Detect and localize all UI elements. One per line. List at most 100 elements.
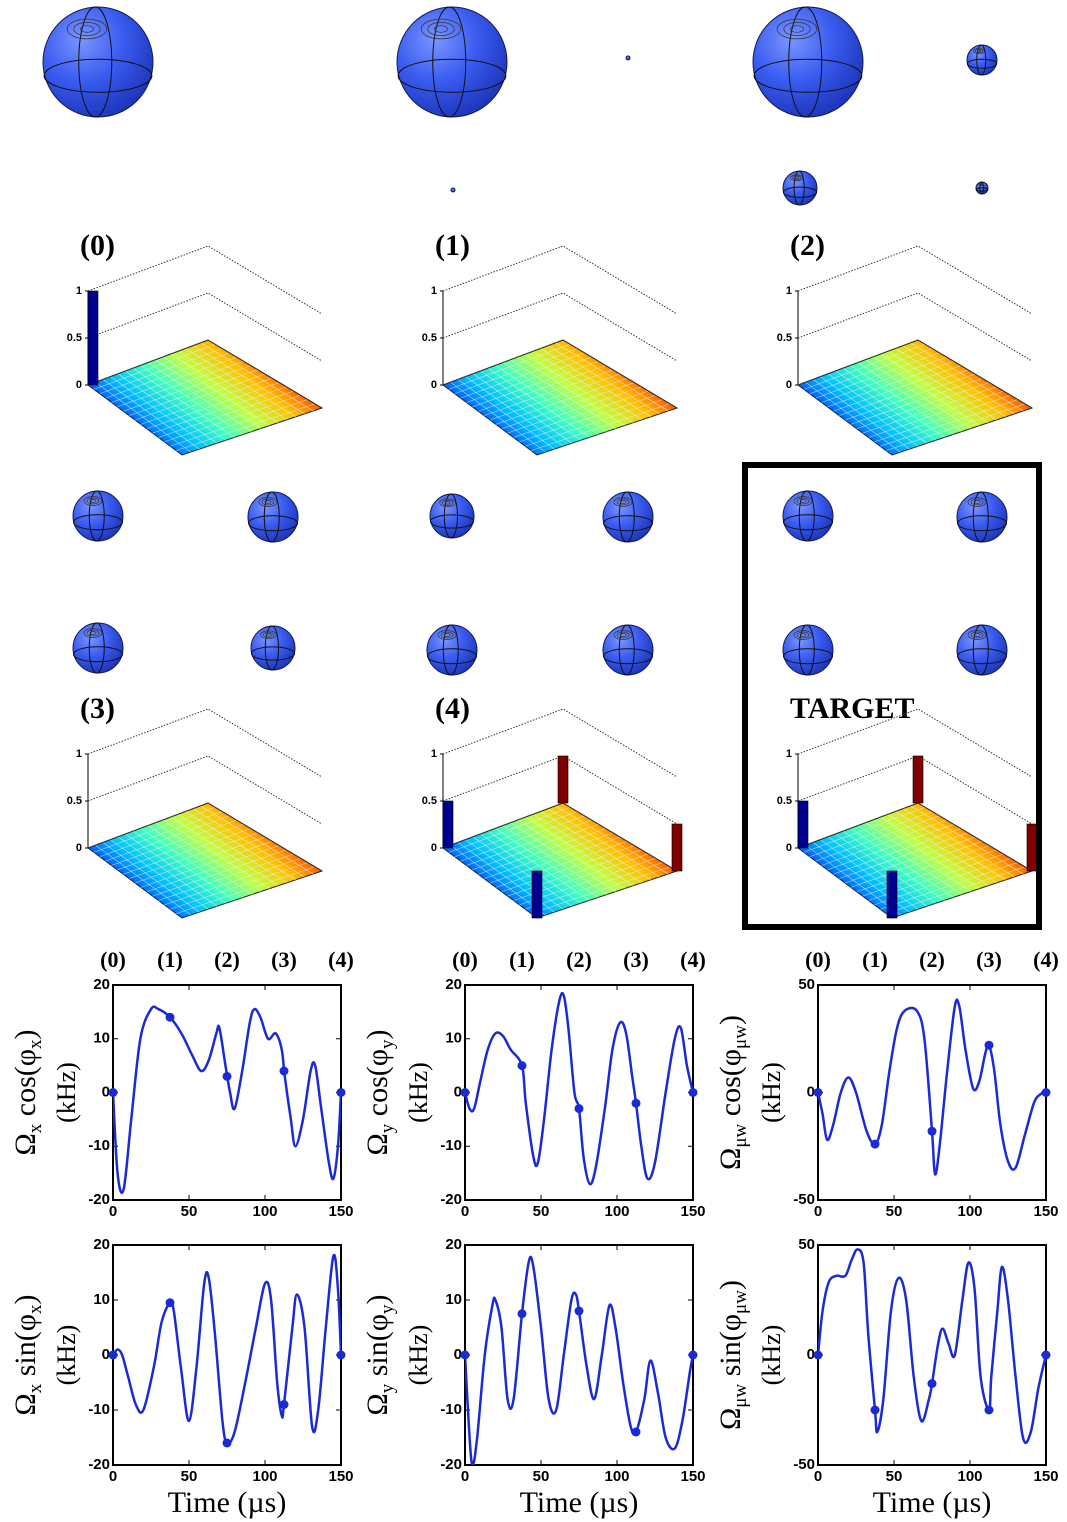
sphere-meridian (263, 491, 280, 543)
y-tick-label: 20 (445, 976, 462, 993)
y-label-part: sin( (361, 1331, 394, 1384)
marker (336, 1088, 346, 1097)
floor-grid (555, 805, 669, 875)
marker (165, 1012, 175, 1022)
floor-grid (510, 359, 616, 429)
sphere-meridian (78, 6, 113, 118)
sphere (602, 624, 654, 676)
marker (517, 1061, 527, 1071)
corner-bar (1026, 823, 1038, 872)
x-tick-label: 100 (604, 1203, 629, 1220)
sphere-body (426, 624, 478, 676)
sphere-body (782, 624, 834, 676)
marker (870, 1405, 880, 1415)
floor-grid (862, 386, 997, 434)
y-label-part: Ω (9, 1133, 42, 1155)
floor-grid (844, 836, 976, 884)
sphere-body (956, 624, 1008, 676)
sphere-equator (603, 648, 653, 665)
floor-grid (495, 840, 628, 888)
y-label-part: Ω (714, 1148, 747, 1170)
floor-grid (192, 345, 305, 415)
marker (279, 1066, 289, 1076)
sphere-meridian (618, 491, 635, 543)
sphere (250, 625, 296, 671)
y-tick-label: -50 (793, 1456, 815, 1473)
sphere-contour (89, 631, 97, 635)
x-tick-label: 0 (814, 1468, 822, 1485)
sphere-meridian (793, 170, 805, 206)
y-tick-label: 0 (454, 1083, 462, 1100)
sphere-contour (783, 22, 811, 36)
sphere (42, 6, 154, 118)
y-label-part: ) (361, 1029, 394, 1039)
marker (1041, 1088, 1051, 1097)
grid-line (797, 755, 1033, 825)
sphere-contour (66, 18, 108, 40)
y-label-part: cos( (9, 1066, 42, 1123)
floor-grid (162, 819, 270, 889)
sphere-meridian (972, 491, 989, 543)
sphere (450, 187, 456, 193)
marker (279, 1400, 289, 1409)
z-tick-label: 0.5 (67, 795, 82, 807)
stage-label: (3) (976, 947, 1002, 972)
sphere-contour (796, 631, 810, 639)
sphere-contour (973, 500, 981, 504)
sphere (72, 622, 124, 674)
sphere-meridian (443, 493, 458, 539)
z-tick-label: 1 (431, 748, 437, 760)
stage-label: (2) (566, 947, 592, 972)
floor-grid (531, 866, 670, 914)
y-label-subscript: μw (730, 1290, 751, 1314)
floor-grid (510, 822, 616, 892)
y-unit: (kHz) (404, 1062, 433, 1123)
sphere-contour (613, 630, 633, 640)
y-label-subscript: μw (730, 1384, 751, 1408)
grid-line (797, 708, 1033, 778)
grid-line (87, 245, 323, 315)
floor-grid (525, 353, 634, 423)
y-tick-label: 50 (798, 1236, 815, 1253)
sphere (396, 6, 508, 118)
floor-grid (513, 390, 649, 438)
floor-grid (170, 862, 308, 910)
sphere (975, 181, 989, 195)
floor-grid (525, 862, 663, 910)
line (113, 1253, 341, 1445)
sphere-body (782, 490, 834, 542)
floor-grid (517, 356, 625, 426)
y-label-subscript: x (25, 1039, 46, 1049)
sphere-contour (83, 496, 103, 506)
floor-grid (495, 377, 628, 425)
y-label-part: ) (361, 1294, 394, 1304)
sphere-contour (439, 498, 456, 508)
sphere-equator (783, 514, 833, 531)
floor-grid (489, 373, 621, 421)
sphere-meridian (442, 624, 459, 676)
sphere (426, 624, 478, 676)
floor-grid (856, 845, 990, 893)
sphere (247, 491, 299, 543)
y-tick-label: -10 (88, 1137, 110, 1154)
line (818, 1248, 1046, 1445)
floor-grid (177, 813, 288, 884)
y-label-part: φ (714, 1049, 747, 1066)
y-label-subscript: y (377, 1039, 398, 1049)
y-tick-label: -20 (88, 1456, 110, 1473)
y-label-part: φ (714, 1314, 747, 1331)
x-label: Time (µs) (873, 1486, 992, 1519)
floor-grid (162, 356, 270, 426)
sphere-equator (43, 58, 153, 93)
z-tick-label: 0.5 (422, 795, 437, 807)
y-label-part: sin( (714, 1331, 747, 1384)
y-tick-label: -20 (440, 1191, 462, 1208)
floor-grid (177, 350, 288, 421)
z-tick-label: 0 (431, 842, 437, 854)
floor-grid (902, 345, 1015, 415)
sphere-body (250, 625, 296, 671)
sphere (966, 44, 998, 76)
y-tick-label: 0 (807, 1083, 815, 1100)
panel-title: TARGET (790, 692, 914, 725)
floor-grid (865, 359, 971, 429)
